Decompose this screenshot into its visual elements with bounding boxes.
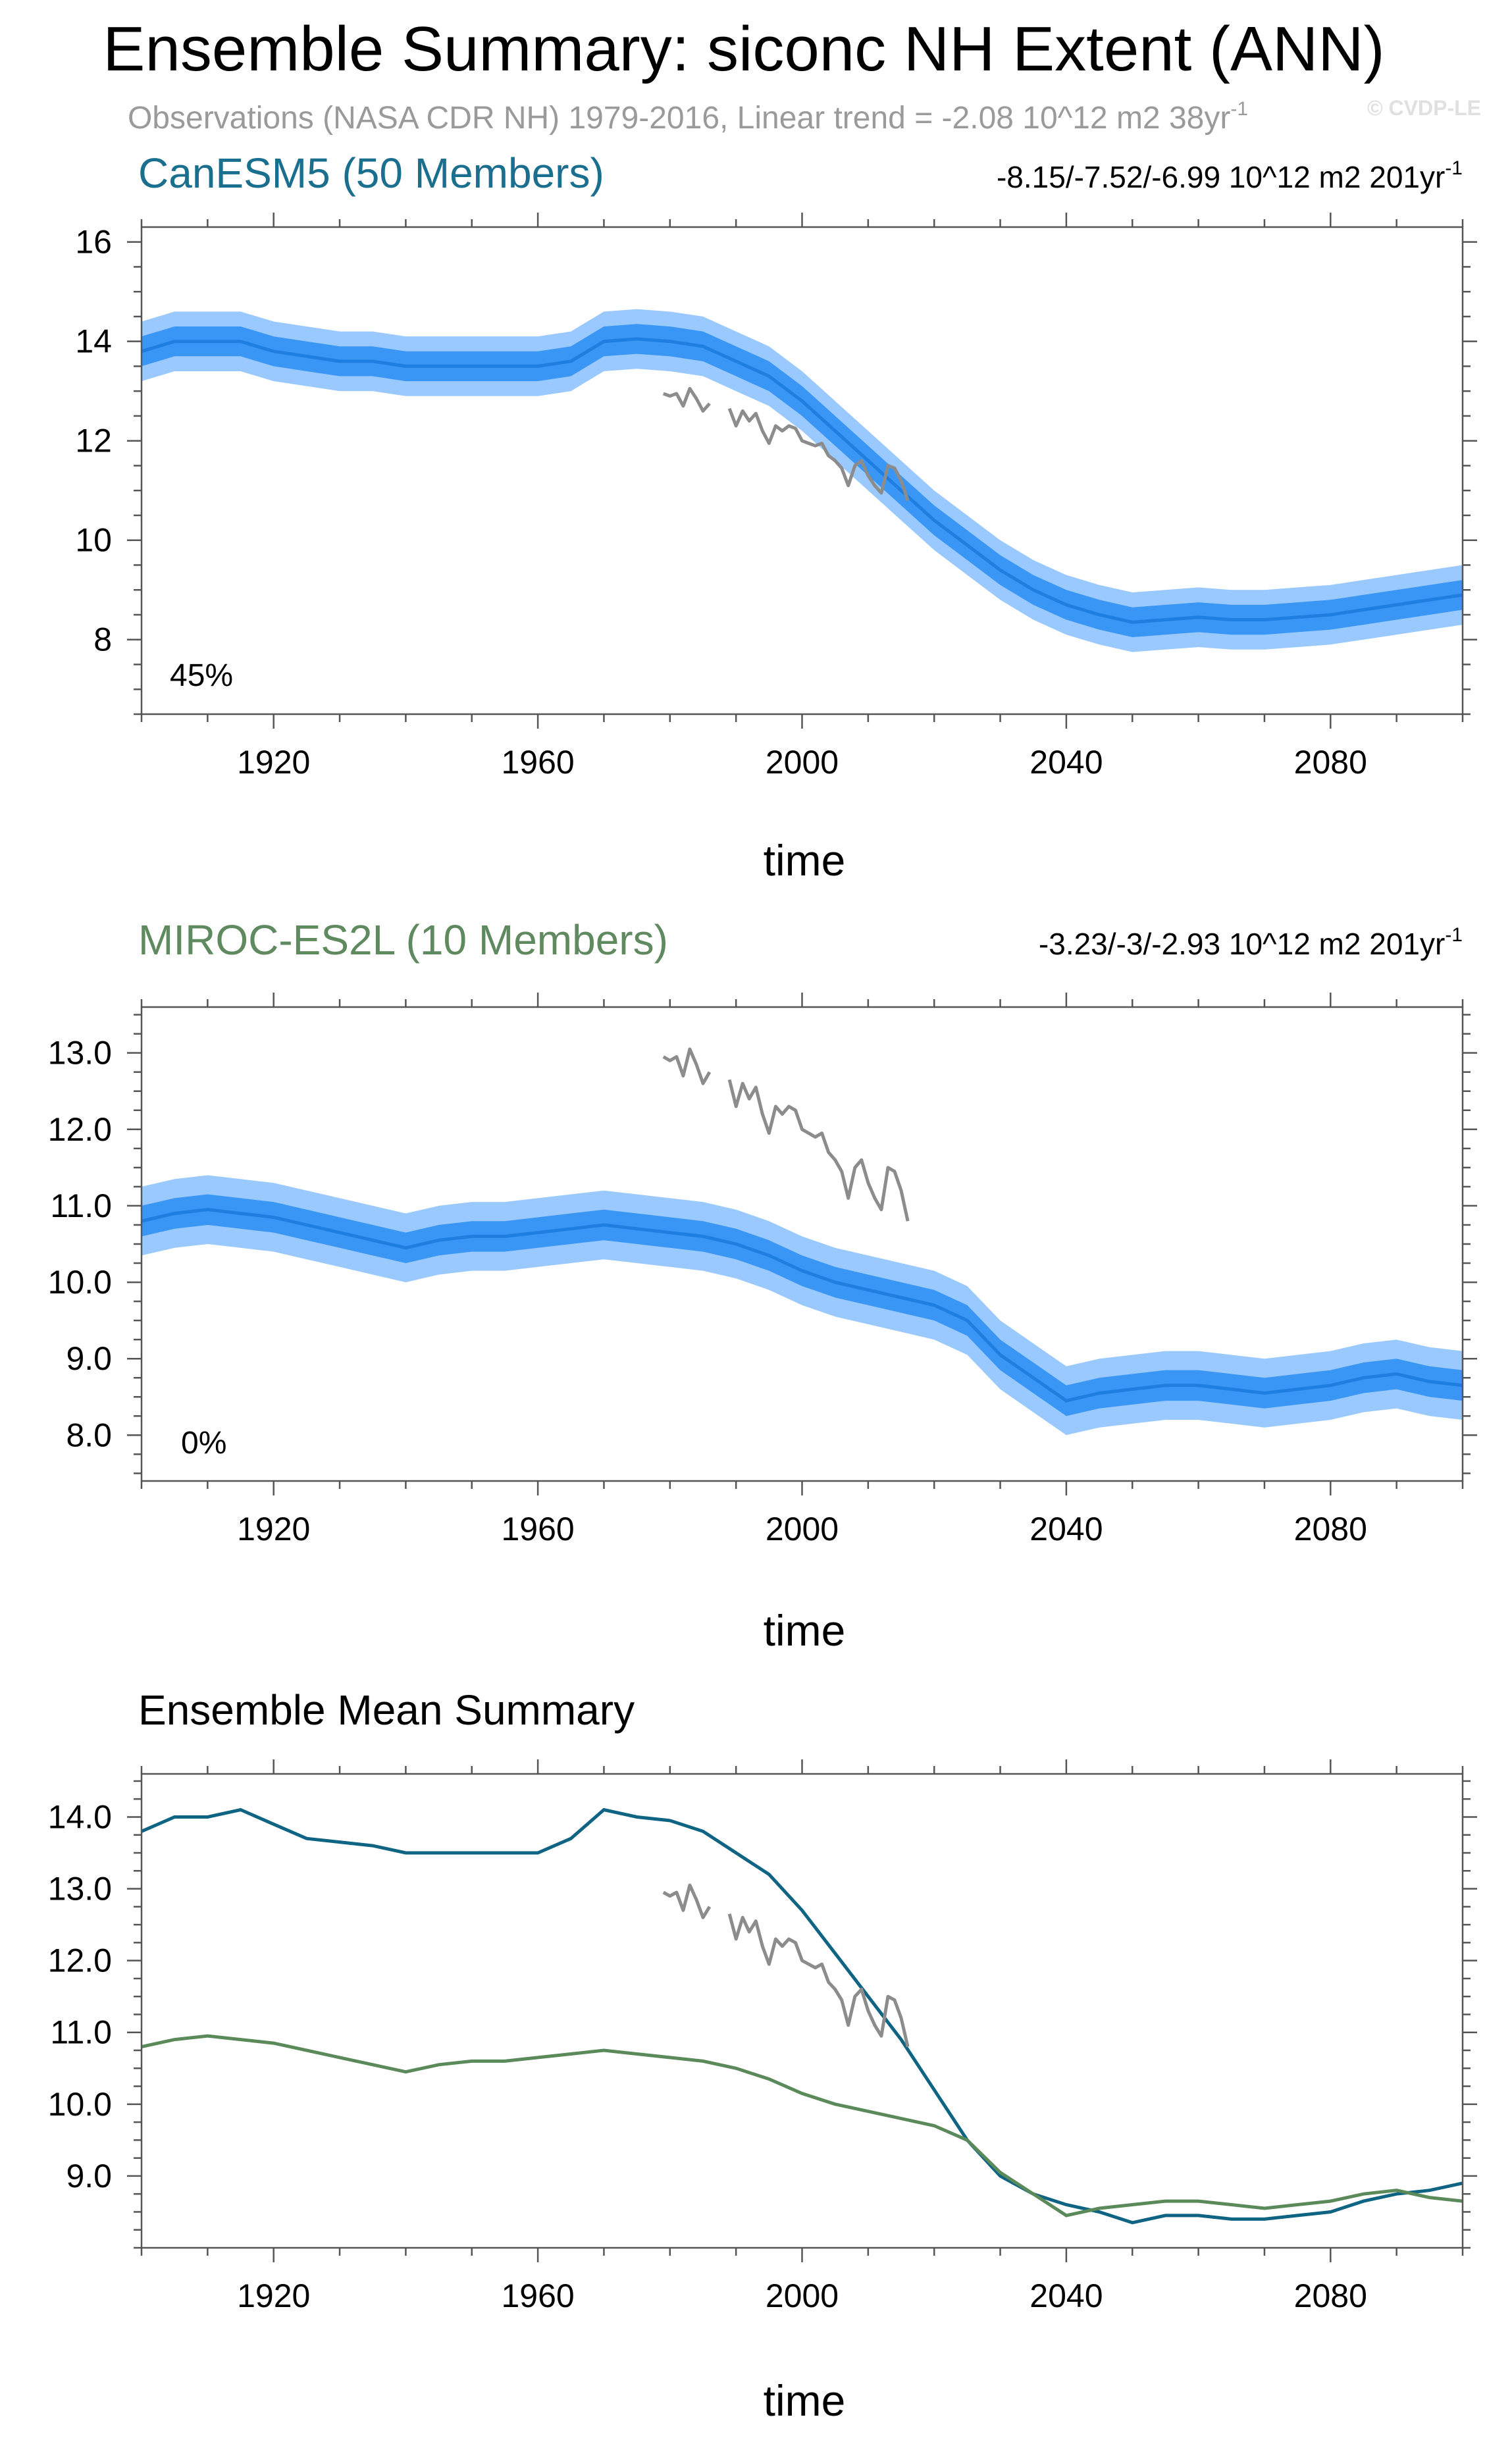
y-tick-label: 16 bbox=[75, 224, 112, 261]
figure-subtitle-sup: -1 bbox=[1230, 98, 1248, 120]
panel-canesm5: CanESM5 (50 Members) -8.15/-7.52/-6.99 1… bbox=[75, 149, 1477, 885]
y-tick-label: 10 bbox=[75, 522, 112, 559]
panel-miroc-trend: -3.23/-3/-2.93 10^12 m2 201yr-1 bbox=[1039, 924, 1463, 961]
panel-ensemble-mean-title: Ensemble Mean Summary bbox=[138, 1686, 635, 1734]
x-tick-label: 2000 bbox=[766, 1511, 839, 1547]
observations-line bbox=[662, 1883, 910, 2048]
panel-miroc: MIROC-ES2L (10 Members) -3.23/-3/-2.93 1… bbox=[48, 916, 1477, 1655]
watermark: © CVDP-LE bbox=[1367, 96, 1481, 120]
ensemble-mean-line bbox=[142, 1208, 1463, 1403]
panel-canesm5-trend-sup: -1 bbox=[1445, 157, 1463, 179]
panel-canesm5-trend: -8.15/-7.52/-6.99 10^12 m2 201yr-1 bbox=[997, 157, 1463, 194]
panel-ensemble-mean-xlabel: time bbox=[764, 2376, 846, 2425]
observations-line bbox=[662, 1047, 910, 1222]
y-tick-label: 10.0 bbox=[48, 2086, 112, 2123]
x-tick-label: 2040 bbox=[1030, 2277, 1103, 2314]
y-tick-label: 12.0 bbox=[48, 1942, 112, 1979]
series-line-canesm5 bbox=[142, 1807, 1463, 2225]
y-tick-label: 8.0 bbox=[66, 1416, 112, 1453]
x-tick-label: 1960 bbox=[501, 744, 574, 781]
figure-subtitle-text: Observations (NASA CDR NH) 1979-2016, Li… bbox=[128, 101, 1230, 136]
y-tick-label: 11.0 bbox=[50, 1187, 112, 1224]
x-tick-label: 2080 bbox=[1294, 1511, 1367, 1547]
y-tick-label: 13.0 bbox=[48, 1871, 112, 1908]
ensemble-mean-line bbox=[142, 337, 1463, 624]
x-tick-label: 1960 bbox=[501, 1511, 574, 1547]
y-tick-label: 14.0 bbox=[48, 1798, 112, 1835]
x-tick-label: 1960 bbox=[501, 2277, 574, 2314]
series-line-miroc-es2l bbox=[142, 2034, 1463, 2218]
band-10-90-percentile bbox=[142, 1194, 1463, 1416]
x-tick-label: 1920 bbox=[237, 1511, 310, 1547]
y-tick-label: 11.0 bbox=[50, 2014, 112, 2051]
band-min-max bbox=[142, 309, 1463, 652]
panel-miroc-plot: 1920 1960 2000 2040 2080 8.0 9.0 10.0 11.0 12.0 13… bbox=[48, 993, 1477, 1547]
panel-canesm5-xlabel: time bbox=[764, 836, 846, 885]
panel-ensemble-mean-plot: 1920 1960 2000 2040 2080 9.0 10.0 11.0 12.0 13.0 1… bbox=[48, 1759, 1477, 2314]
x-tick-label: 1920 bbox=[237, 2277, 310, 2314]
y-tick-label: 9.0 bbox=[66, 2158, 112, 2194]
y-tick-label: 9.0 bbox=[66, 1340, 112, 1377]
panel-miroc-percent: 0% bbox=[181, 1426, 226, 1461]
panel-canesm5-title: CanESM5 (50 Members) bbox=[138, 149, 604, 197]
panel-miroc-xlabel: time bbox=[764, 1606, 846, 1655]
y-tick-label: 8 bbox=[93, 621, 112, 658]
y-tick-label: 12.0 bbox=[48, 1111, 112, 1148]
panel-canesm5-percent: 45% bbox=[170, 658, 233, 693]
x-tick-label: 1920 bbox=[237, 744, 310, 781]
y-tick-label: 10.0 bbox=[48, 1264, 112, 1301]
panel-miroc-trend-text: -3.23/-3/-2.93 10^12 m2 201yr bbox=[1039, 927, 1445, 961]
panel-miroc-title: MIROC-ES2L (10 Members) bbox=[138, 916, 668, 964]
y-tick-label: 14 bbox=[75, 323, 112, 360]
panel-ensemble-mean: Ensemble Mean Summary 1920 1960 2000 2040 20… bbox=[48, 1686, 1477, 2425]
plot-frame bbox=[140, 1773, 1464, 2249]
panel-canesm5-trend-text: -8.15/-7.52/-6.99 10^12 m2 201yr bbox=[997, 160, 1445, 194]
x-tick-label: 2000 bbox=[766, 2277, 839, 2314]
panel-canesm5-plot: 1920 1960 2000 2040 2080 8 10 12 14 16 bbox=[75, 213, 1477, 781]
x-tick-label: 2080 bbox=[1294, 2277, 1367, 2314]
x-tick-label: 2080 bbox=[1294, 744, 1367, 781]
x-tick-label: 2000 bbox=[766, 744, 839, 781]
band-10-90-percentile bbox=[142, 324, 1463, 637]
panel-miroc-trend-sup: -1 bbox=[1445, 924, 1463, 946]
figure-subtitle: Observations (NASA CDR NH) 1979-2016, Li… bbox=[128, 98, 1248, 136]
x-tick-label: 2040 bbox=[1030, 744, 1103, 781]
x-tick-label: 2040 bbox=[1030, 1511, 1103, 1547]
y-tick-label: 12 bbox=[75, 423, 112, 459]
observations-line bbox=[662, 386, 910, 502]
y-tick-label: 13.0 bbox=[48, 1035, 112, 1072]
figure-title: Ensemble Summary: siconc NH Extent (ANN) bbox=[103, 14, 1384, 84]
